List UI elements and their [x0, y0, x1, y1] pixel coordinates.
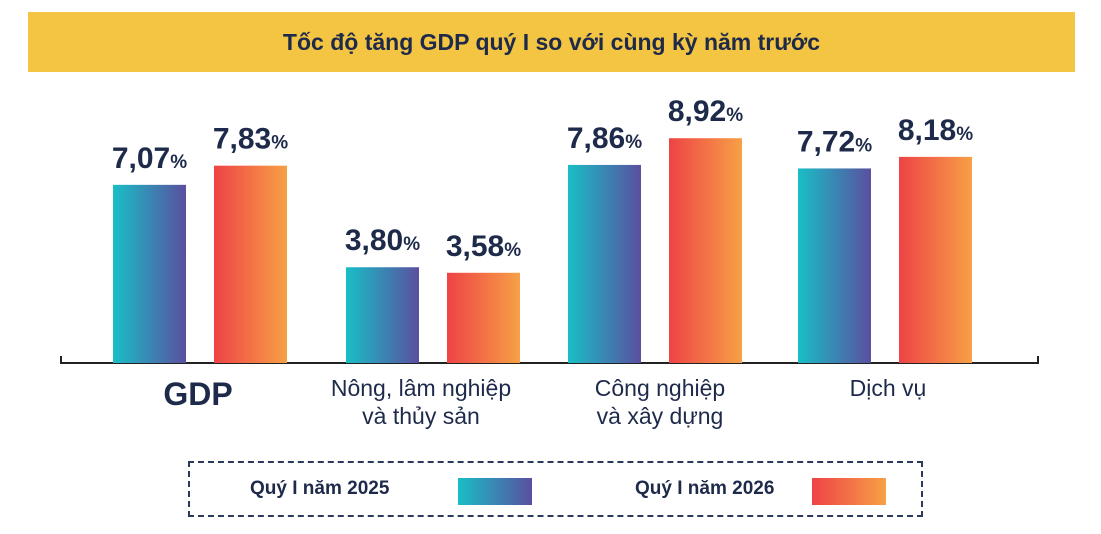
data-label-2025-1: 3,80%	[345, 224, 420, 257]
data-label-2026-1: 3,58%	[446, 230, 521, 263]
data-label-2025-3: 7,72%	[797, 125, 872, 158]
bar-2026-0	[214, 165, 287, 363]
data-label-2025-2: 7,86%	[567, 122, 642, 155]
category-label-1: Nông, lâm nghiệp và thủy sản	[331, 375, 511, 429]
data-label-2025-0: 7,07%	[112, 142, 187, 175]
legend-label-2025: Quý I năm 2025	[250, 478, 390, 499]
legend-swatch-2025	[458, 478, 532, 505]
bar-2026-2	[669, 138, 742, 363]
category-label-3: Dịch vụ	[850, 375, 927, 401]
bar-2025-2	[568, 164, 641, 363]
chart-title: Tốc độ tăng GDP quý I so với cùng kỳ năm…	[282, 28, 821, 55]
bar-2026-1	[447, 272, 520, 363]
legend-swatch-2026	[812, 478, 886, 505]
x-axis-line	[60, 356, 1039, 364]
category-label-0: GDP	[163, 376, 232, 412]
chart-title-band: Tốc độ tăng GDP quý I so với cùng kỳ năm…	[28, 12, 1075, 72]
data-label-2026-2: 8,92%	[668, 95, 743, 128]
legend: Quý I năm 2025 Quý I năm 2026	[188, 461, 923, 517]
data-label-2026-0: 7,83%	[213, 123, 288, 156]
bar-2025-1	[346, 267, 419, 363]
legend-label-2026: Quý I năm 2026	[635, 478, 775, 499]
bar-2025-3	[798, 168, 871, 363]
bar-2025-0	[113, 184, 186, 363]
bar-2026-3	[899, 156, 972, 363]
category-label-2: Công nghiệp và xây dựng	[595, 375, 725, 429]
bar-chart: 7,07% 7,83% GDP 3,80% 3,58% Nông, lâm nghiệp v…	[60, 95, 1039, 429]
data-label-2026-3: 8,18%	[898, 114, 973, 147]
